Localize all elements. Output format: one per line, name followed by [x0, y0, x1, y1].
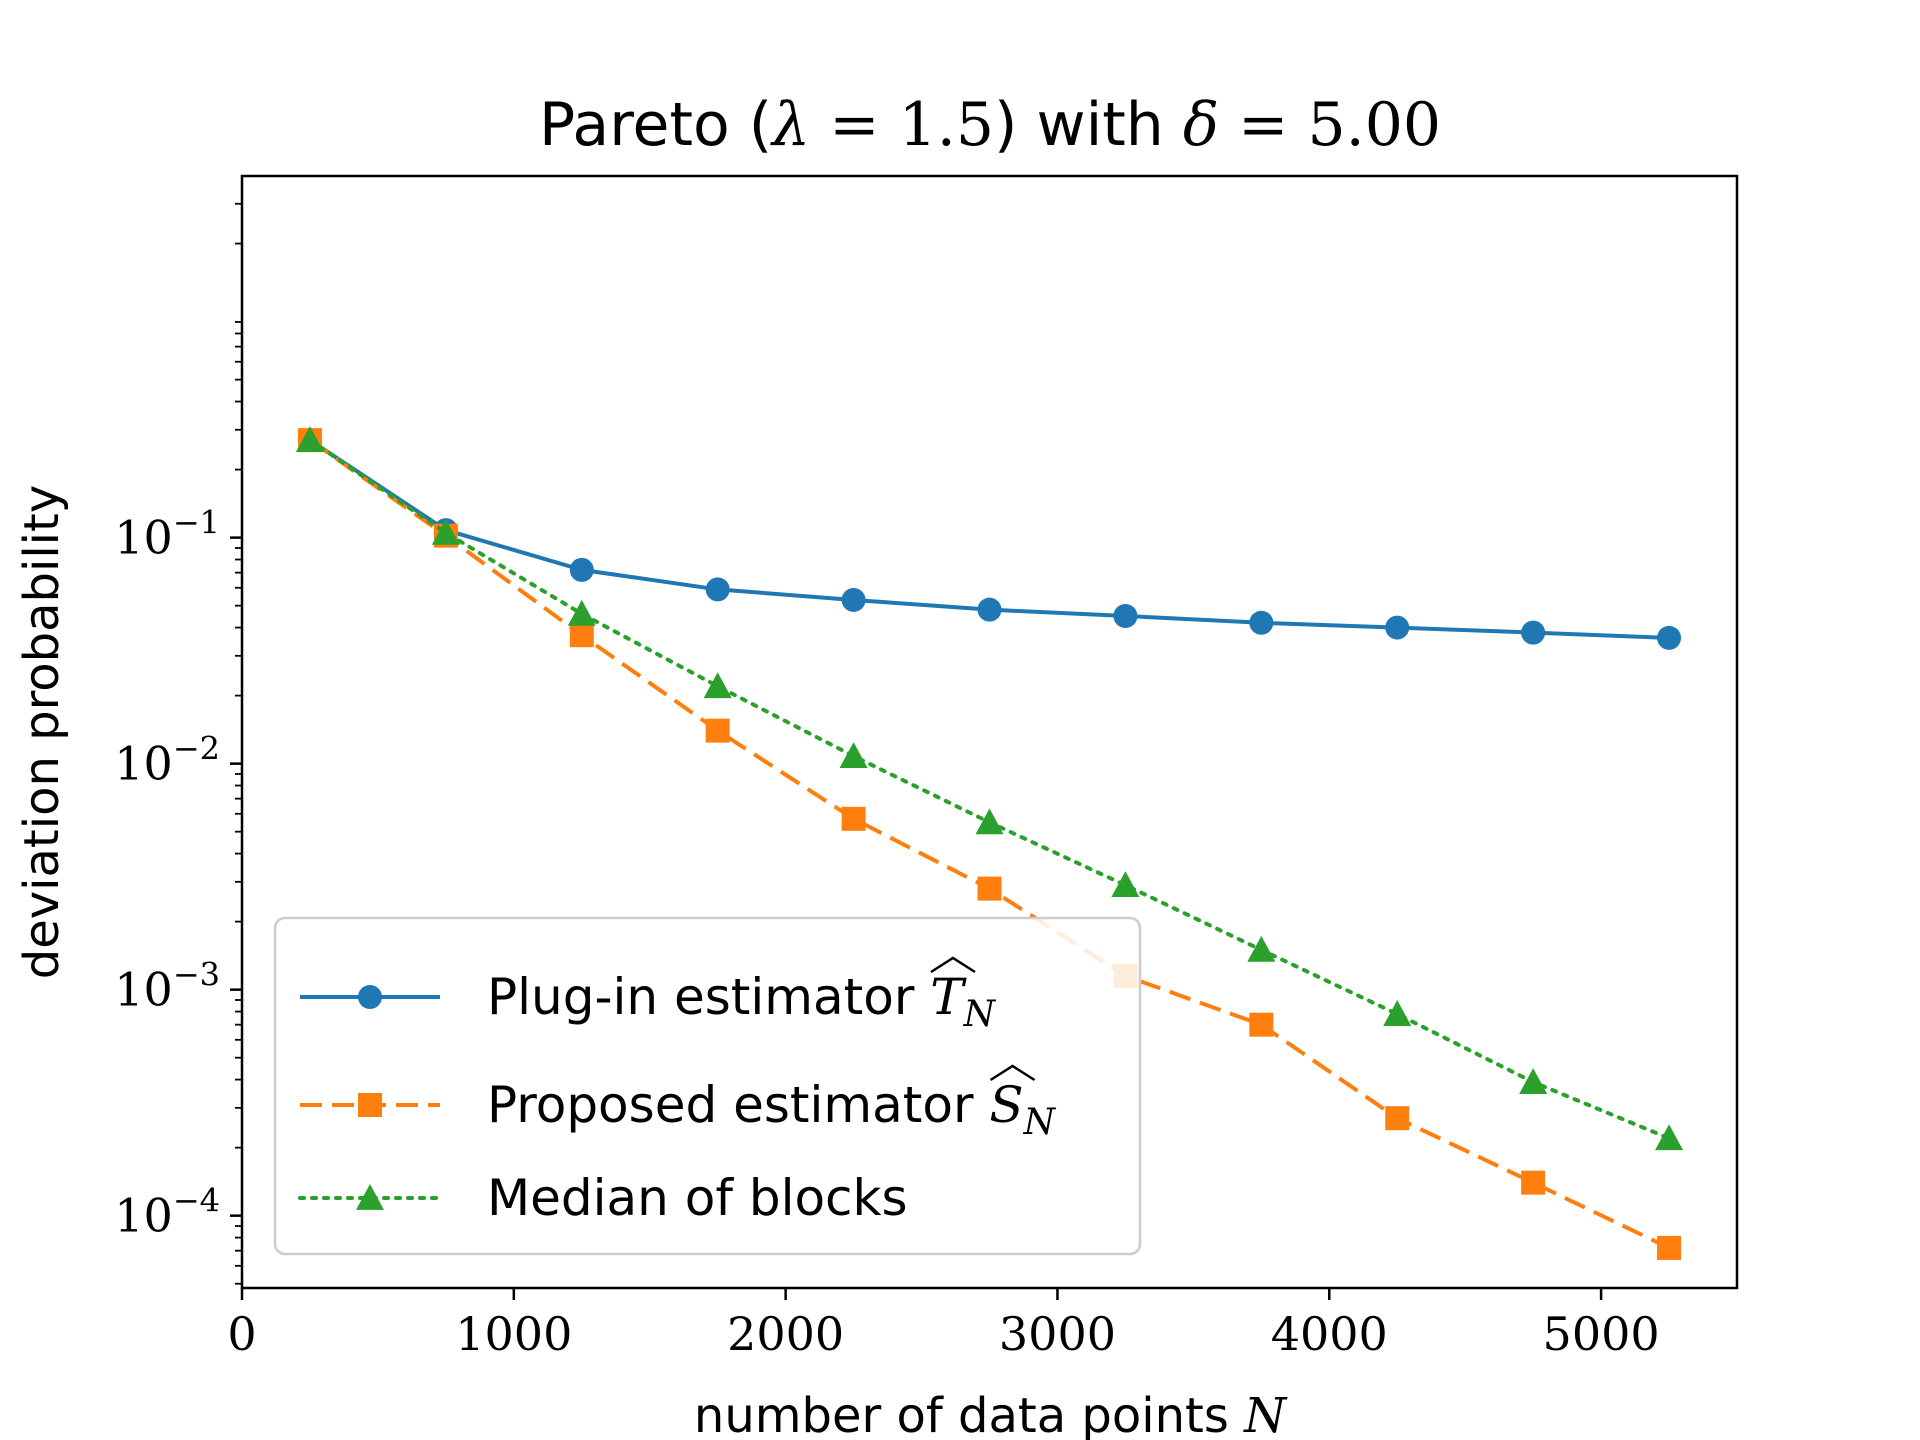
plot-frame	[240, 174, 1739, 1290]
legend-label: Proposed estimator SN	[487, 1076, 1057, 1143]
tick-layer: 0 1000 2000 3000 4000 5000 10−1 10−2 10−3 10−4	[114, 202, 1660, 1361]
data-point	[295, 426, 324, 453]
data-point	[567, 599, 596, 626]
data-point	[431, 518, 460, 545]
data-point	[1249, 610, 1274, 635]
x-tick-label: 5000	[1543, 1307, 1660, 1361]
y-axis-label: deviation probability	[14, 485, 70, 979]
legend-entry: Median of blocks	[298, 1169, 908, 1227]
data-point	[841, 587, 866, 612]
data-point	[1657, 1235, 1682, 1260]
data-point	[839, 742, 868, 768]
legend-entry: Proposed estimator SN	[300, 1076, 1057, 1143]
legend: Plug-in estimator TN Proposed estimator S…	[273, 916, 1142, 1256]
data-point	[975, 808, 1004, 835]
data-point	[1385, 1106, 1410, 1131]
legend-marker	[358, 1093, 382, 1117]
legend-box	[273, 916, 1142, 1256]
x-tick-label: 0	[227, 1307, 256, 1361]
data-point	[1657, 625, 1682, 650]
y-tick-label: 10−3	[114, 956, 220, 1017]
data-point	[1521, 1170, 1546, 1195]
y-tick-label: 10−1	[114, 504, 220, 565]
data-point	[569, 557, 594, 582]
data-point	[1655, 1124, 1684, 1151]
data-point	[841, 806, 866, 831]
data-point	[1113, 604, 1138, 629]
legend-entry: Plug-in estimator TN	[300, 968, 997, 1035]
legend-entries: Plug-in estimator TN Proposed estimator S…	[298, 956, 1057, 1227]
data-point	[977, 876, 1002, 901]
data-point	[1521, 620, 1546, 645]
data-point	[705, 718, 730, 743]
data-point	[1111, 871, 1140, 898]
data-point	[1519, 1068, 1548, 1094]
chart-title: Pareto (λ = 1.5) with δ = 5.00	[539, 90, 1441, 160]
data-point	[1247, 935, 1276, 962]
legend-label: Plug-in estimator TN	[487, 968, 997, 1035]
series-triangle	[295, 426, 1684, 1151]
hat-accent	[930, 956, 976, 974]
legend-marker	[358, 985, 382, 1009]
data-point	[977, 597, 1002, 622]
y-tick-label: 10−2	[114, 730, 220, 791]
data-point	[705, 577, 730, 602]
data-point	[703, 672, 732, 699]
y-tick-label: 10−4	[114, 1182, 220, 1243]
x-axis-label: number of data points N	[694, 1388, 1288, 1440]
legend-marker	[356, 1184, 384, 1210]
data-point	[1383, 1000, 1412, 1026]
x-tick-label: 4000	[1271, 1307, 1388, 1361]
series-layer	[295, 426, 1684, 1260]
x-tick-label: 2000	[727, 1307, 844, 1361]
legend-label: Median of blocks	[487, 1169, 908, 1227]
data-point	[1385, 615, 1410, 640]
hat-accent	[989, 1064, 1036, 1082]
x-tick-label: 3000	[999, 1307, 1116, 1361]
data-point	[1249, 1012, 1274, 1037]
x-tick-label: 1000	[455, 1307, 572, 1361]
data-point	[569, 623, 594, 648]
